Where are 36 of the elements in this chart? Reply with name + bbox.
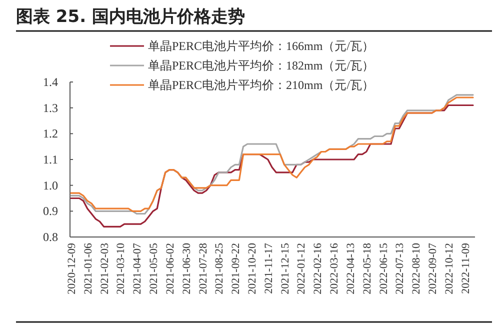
y-tick-label: 0.8 bbox=[43, 230, 58, 244]
y-tick-label: 1.0 bbox=[43, 178, 58, 192]
y-tick-label: 1.1 bbox=[43, 152, 58, 166]
x-tick-label: 2022-08-10 bbox=[410, 242, 423, 294]
x-tick-label: 2021-11-17 bbox=[262, 242, 275, 294]
x-tick-label: 2021-08-25 bbox=[214, 242, 226, 294]
x-tick-label: 2022-02-16 bbox=[312, 242, 324, 294]
x-tick-label: 2022-04-13 bbox=[344, 242, 357, 294]
y-tick-label: 1.2 bbox=[43, 126, 58, 141]
x-tick-label: 2022-06-15 bbox=[378, 242, 390, 294]
legend-label: 单晶PERC电池片平均价：166mm（元/瓦） bbox=[148, 39, 374, 53]
x-tick-label: 2021-05-05 bbox=[148, 242, 160, 294]
chart-title: 图表 25. 国内电池片价格走势 bbox=[16, 7, 245, 27]
x-tick-label: 2021-07-28 bbox=[197, 242, 210, 294]
x-tick-label: 2021-01-06 bbox=[82, 242, 94, 294]
legend-label: 单晶PERC电池片平均价：182mm（元/瓦） bbox=[148, 58, 374, 72]
x-tick-label: 2022-10-12 bbox=[443, 243, 456, 294]
x-tick-label: 2022-05-18 bbox=[361, 242, 374, 294]
x-tick-label: 2021-10-20 bbox=[246, 242, 258, 294]
x-tick-label: 2021-06-30 bbox=[180, 242, 193, 294]
x-tick-label: 2022-01-12 bbox=[296, 243, 308, 294]
y-tick-label: 1.4 bbox=[43, 75, 58, 89]
x-tick-label: 2022-07-13 bbox=[394, 242, 406, 294]
x-tick-label: 2021-03-10 bbox=[115, 242, 128, 294]
x-tick-label: 2021-09-22 bbox=[230, 243, 242, 294]
x-tick-label: 2022-09-07 bbox=[426, 242, 439, 294]
x-tick-label: 2021-02-03 bbox=[98, 242, 111, 294]
x-tick-label: 2021-04-07 bbox=[132, 242, 144, 294]
x-tick-label: 2021-12-15 bbox=[279, 242, 292, 294]
x-tick-label: 2022-11-09 bbox=[460, 242, 472, 294]
x-tick-label: 2021-06-02 bbox=[164, 243, 176, 294]
y-tick-label: 0.9 bbox=[43, 204, 58, 218]
legend-label: 单晶PERC电池片平均价：210mm（元/瓦） bbox=[148, 78, 374, 92]
x-tick-label: 2020-12-09 bbox=[66, 242, 78, 294]
x-tick-label: 2022-03-16 bbox=[328, 242, 341, 294]
y-tick-label: 1.3 bbox=[43, 100, 58, 115]
